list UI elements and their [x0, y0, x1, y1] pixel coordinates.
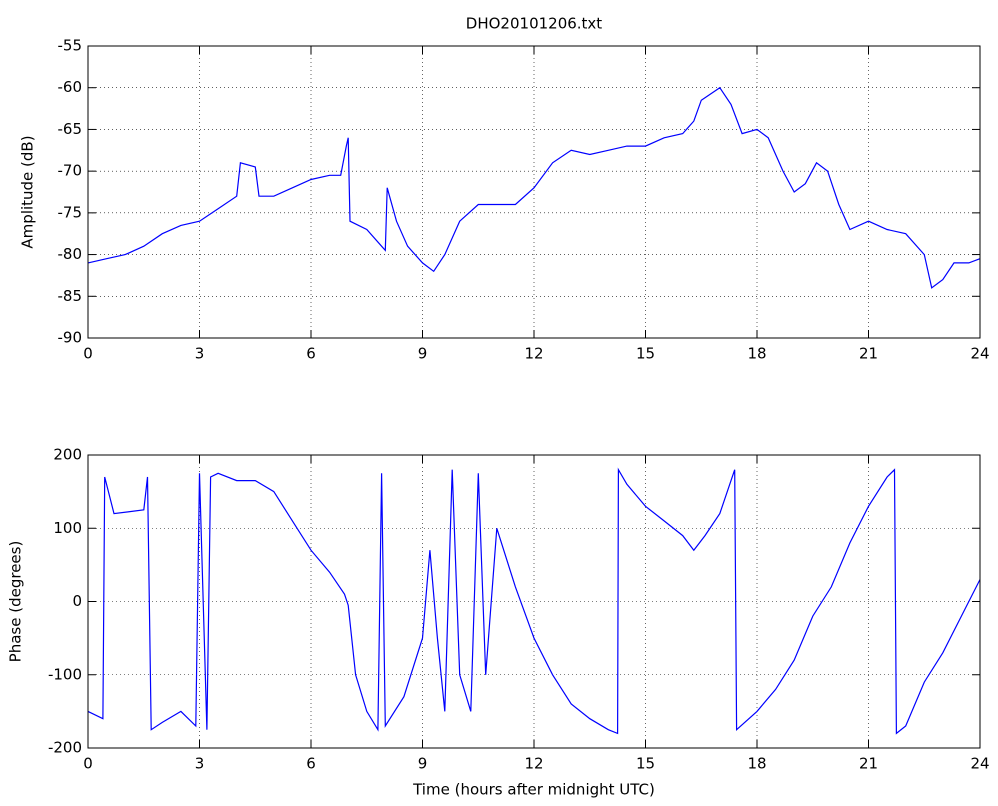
- y-tick-label: 0: [72, 592, 82, 610]
- x-axis-label: Time (hours after midnight UTC): [412, 781, 655, 799]
- x-tick-label: 12: [524, 755, 543, 773]
- x-tick-label: 24: [970, 345, 989, 363]
- x-tick-label: 21: [859, 345, 878, 363]
- x-tick-label: 15: [636, 755, 655, 773]
- y-tick-label: -55: [58, 37, 83, 55]
- y-tick-label: -70: [58, 162, 83, 180]
- y-tick-label: -60: [58, 78, 83, 96]
- y-tick-label: 200: [53, 446, 82, 464]
- x-tick-label: 3: [195, 755, 205, 773]
- chart-title: DHO20101206.txt: [466, 15, 603, 33]
- x-tick-label: 3: [195, 345, 205, 363]
- x-tick-label: 18: [747, 755, 766, 773]
- y-tick-label: -90: [58, 329, 83, 347]
- y-axis-label: Phase (degrees): [7, 541, 25, 663]
- x-tick-label: 9: [418, 755, 428, 773]
- x-tick-label: 21: [859, 755, 878, 773]
- y-tick-label: -80: [58, 245, 83, 263]
- x-tick-label: 18: [747, 345, 766, 363]
- x-tick-label: 0: [83, 345, 93, 363]
- y-tick-label: -85: [58, 287, 83, 305]
- plot-area: [88, 455, 980, 748]
- axes-box: [87, 45, 981, 339]
- y-tick-label: 100: [53, 519, 82, 537]
- y-tick-label: -65: [58, 120, 83, 138]
- data-line: [87, 467, 981, 735]
- x-tick-label: 0: [83, 755, 93, 773]
- y-axis-label: Amplitude (dB): [19, 135, 37, 248]
- x-tick-label: 9: [418, 345, 428, 363]
- y-tick-label: -100: [48, 665, 82, 683]
- axes-box: [87, 454, 981, 749]
- x-tick-label: 12: [524, 345, 543, 363]
- x-tick-label: 24: [970, 755, 989, 773]
- y-tick-label: -200: [48, 739, 82, 757]
- data-line: [87, 86, 981, 289]
- y-tick-label: -75: [58, 203, 83, 221]
- x-tick-label: 6: [306, 345, 316, 363]
- x-tick-label: 6: [306, 755, 316, 773]
- x-tick-label: 15: [636, 345, 655, 363]
